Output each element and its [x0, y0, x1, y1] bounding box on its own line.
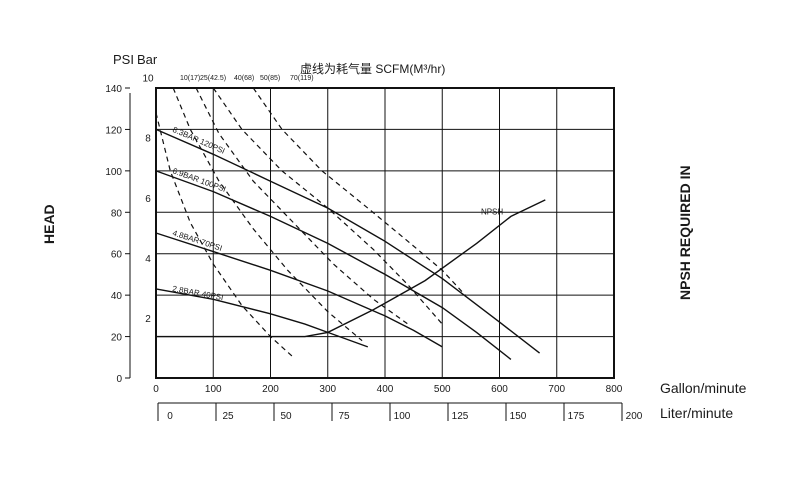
- psi-tick-label: 0: [116, 374, 122, 385]
- air-consumption-label: 25(42.5): [200, 75, 226, 82]
- psi-tick-label: 100: [105, 167, 122, 178]
- air-consumption-label: 50(85): [260, 75, 280, 82]
- air-curve-4068: [195, 87, 409, 325]
- psi-tick-label: 140: [105, 84, 122, 95]
- series-label: 2.8BAR 40PSI: [172, 284, 224, 302]
- air-consumption-label: 10(17): [180, 75, 200, 82]
- liter-axis-ticks: 0 25 50 75 100 125 150 175 200: [157, 402, 643, 422]
- gallon-tick-label: 800: [606, 384, 623, 395]
- left-axis-ticks: 0 20 40 60 80 100 120 140: [105, 84, 131, 385]
- gallon-tick-label: 700: [548, 384, 565, 395]
- liter-tick-label: 150: [510, 411, 527, 422]
- air-curve-25425: [172, 87, 363, 342]
- liter-tick-label: 125: [452, 411, 469, 422]
- gallon-axis-label: Gallon/minute: [660, 380, 747, 396]
- psi-unit-label: PSI: [113, 52, 134, 67]
- liter-tick-label: 50: [280, 411, 292, 422]
- psi-tick-label: 120: [105, 125, 122, 136]
- gallon-tick-label: 100: [205, 384, 222, 395]
- air-curve-70119: [252, 87, 466, 296]
- bar-tick-label: 4: [145, 254, 151, 265]
- liter-tick-label: 200: [626, 411, 643, 422]
- chart-title: 虚线为耗气量 SCFM(M³/hr): [300, 61, 445, 76]
- psi-tick-label: 40: [111, 291, 123, 302]
- gallon-tick-label: 500: [434, 384, 451, 395]
- bar-unit-label: Bar: [137, 52, 158, 67]
- bar-tick-label: 6: [145, 194, 151, 205]
- bar-tick-label: 8: [145, 134, 151, 145]
- gallon-axis-ticks: 0 100 200 300 400 500 600 700 800: [153, 384, 623, 395]
- air-consumption-labels: 10(17) 25(42.5) 40(68) 50(85) 70(119): [180, 75, 314, 82]
- series-line-28bar40psi: [155, 288, 369, 348]
- gallon-tick-label: 600: [491, 384, 508, 395]
- gallon-tick-label: 0: [153, 384, 159, 395]
- npsh-series-label: NPSH: [481, 207, 503, 216]
- series-line-69bar100psi: [155, 170, 512, 360]
- liter-tick-label: 75: [338, 411, 350, 422]
- bar-tick-label: 10: [142, 74, 154, 85]
- bar-axis-ticks: 2 4 6 8 10: [142, 74, 154, 325]
- liter-tick-label: 175: [568, 411, 585, 422]
- psi-tick-label: 20: [111, 333, 123, 344]
- head-axis-label: HEAD: [41, 204, 57, 244]
- bar-tick-label: 2: [145, 314, 151, 325]
- liter-tick-label: 25: [222, 411, 234, 422]
- gallon-tick-label: 400: [377, 384, 394, 395]
- gallon-tick-label: 200: [262, 384, 279, 395]
- liter-axis-label: Liter/minute: [660, 405, 733, 421]
- gallon-tick-label: 300: [319, 384, 336, 395]
- air-consumption-label: 40(68): [234, 75, 254, 82]
- psi-tick-label: 80: [111, 208, 123, 219]
- liter-tick-label: 100: [394, 411, 411, 422]
- series-line-83bar120psi: [155, 128, 541, 354]
- psi-tick-label: 60: [111, 250, 123, 261]
- series-line-48bar70psi: [155, 232, 443, 348]
- air-consumption-curves: [155, 87, 466, 358]
- grid: [155, 87, 615, 379]
- liter-tick-label: 0: [167, 411, 173, 422]
- series-line-npsh: [156, 199, 546, 338]
- npsh-axis-label: NPSH REQUIRED IN: [677, 165, 693, 300]
- air-consumption-label: 70(119): [290, 75, 314, 82]
